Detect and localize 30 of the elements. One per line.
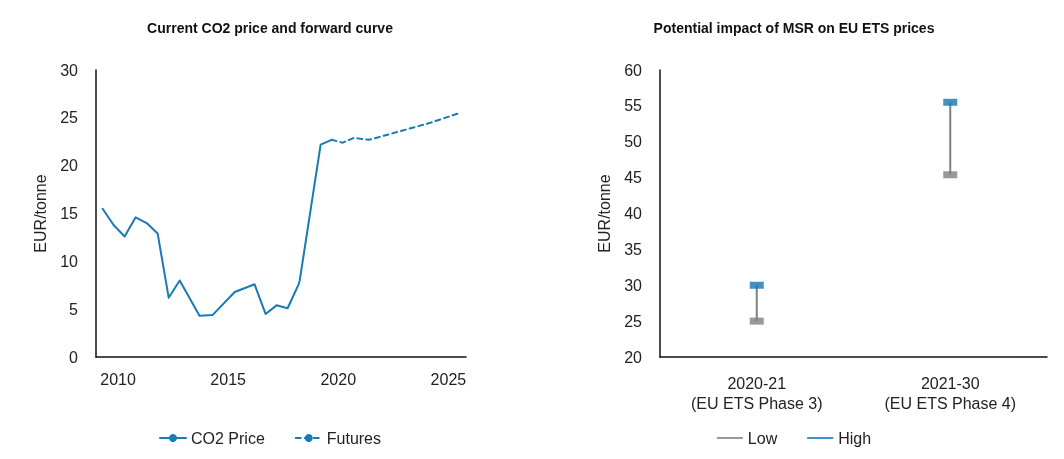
y-tick-label: 40: [624, 205, 643, 222]
y-tick-label: 35: [624, 240, 643, 258]
x-tick-label: 2021-30 (EU ETS Phase 4): [884, 374, 1017, 412]
y-tick-label: 20: [624, 348, 643, 366]
chart-title: Current CO2 price and forward curve: [147, 20, 394, 36]
x-tick-label: 2010: [100, 370, 136, 388]
legend-label: High: [838, 429, 872, 447]
x-tick-label: 2020: [320, 370, 357, 388]
chart-title: Potential impact of MSR on EU ETS prices: [653, 20, 935, 36]
y-tick-label: 30: [60, 61, 79, 79]
y-tick-label: 0: [69, 348, 79, 366]
legend-label: Low: [747, 429, 778, 447]
y-tick-label: 20: [60, 157, 79, 175]
y-tick-label: 60: [624, 61, 643, 79]
y-tick-label: 50: [624, 133, 643, 151]
x-tick-label: 2015: [210, 370, 247, 388]
y-tick-label: 55: [624, 97, 643, 115]
y-tick-label: 25: [60, 109, 79, 127]
y-tick-label: 5: [69, 300, 79, 318]
y-axis-title: EUR/tonne: [31, 174, 49, 253]
legend-label: CO2 Price: [190, 429, 265, 447]
x-tick-label: 2025: [430, 370, 467, 388]
y-tick-label: 45: [624, 169, 643, 187]
x-tick-label: 2020-21 (EU ETS Phase 3): [690, 374, 823, 412]
y-tick-label: 25: [624, 312, 643, 330]
y-tick-label: 30: [624, 276, 643, 294]
y-tick-label: 15: [60, 205, 79, 222]
y-tick-label: 10: [60, 252, 79, 270]
y-axis-title: EUR/tonne: [595, 174, 613, 253]
legend-label: Futures: [326, 429, 382, 447]
